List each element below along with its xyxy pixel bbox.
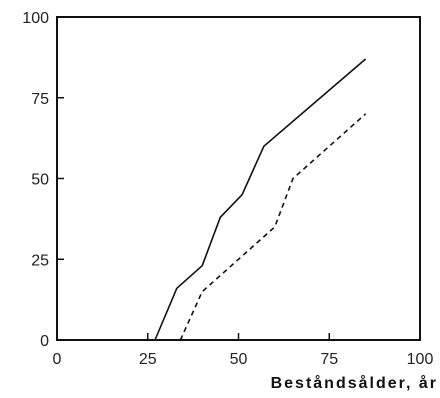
x-axis-title: Beståndsålder, år xyxy=(271,374,438,392)
x-tick-label: 0 xyxy=(53,351,62,368)
plot-frame xyxy=(56,16,421,341)
y-tick-label: 100 xyxy=(22,10,49,27)
y-tick-label: 0 xyxy=(40,333,49,350)
y-tick-label: 75 xyxy=(31,91,49,108)
y-tick-label: 25 xyxy=(31,252,49,269)
x-tick-label: 50 xyxy=(230,351,248,368)
x-tick-label: 100 xyxy=(407,351,434,368)
x-axis: 0 25 50 75 100 xyxy=(53,333,434,368)
x-tick-label: 25 xyxy=(139,351,157,368)
x-tick-label: 75 xyxy=(320,351,338,368)
plot-area xyxy=(56,16,421,341)
series-line-solid xyxy=(154,58,367,341)
series-layer xyxy=(154,58,367,341)
y-tick-label: 50 xyxy=(31,172,49,189)
y-axis: 0 25 50 75 100 xyxy=(22,10,64,350)
series-line-dashed xyxy=(179,113,367,341)
